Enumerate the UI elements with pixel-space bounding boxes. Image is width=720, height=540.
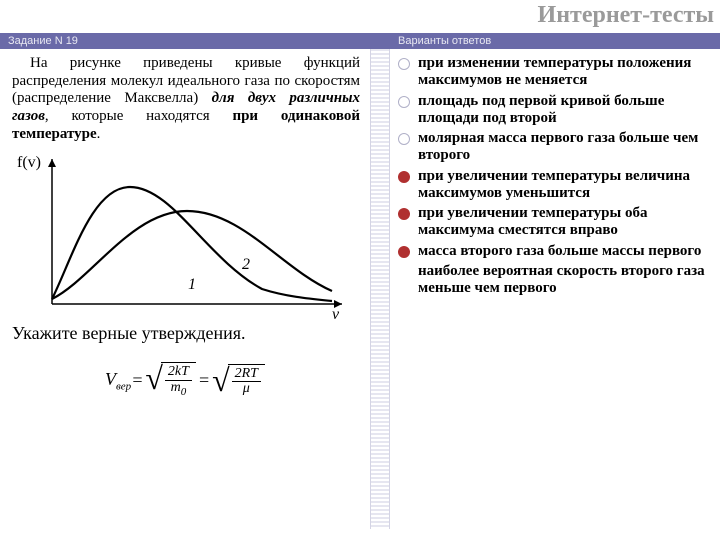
f-den1b: 0 <box>181 386 187 398</box>
f-den1a: m <box>171 380 181 395</box>
page-title: Интернет-тесты <box>0 0 720 33</box>
q-p5: . <box>97 126 101 142</box>
f-lhs-sym: V <box>105 369 116 389</box>
question-column: На рисунке приведены кривые функций расп… <box>0 49 370 529</box>
f-eq1: = <box>131 370 143 391</box>
answer-text: площадь под первой кривой больше площади… <box>418 93 712 128</box>
answer-option[interactable]: при изменении температуры положения макс… <box>398 55 712 90</box>
answers-list: при изменении температуры положения макс… <box>398 55 712 297</box>
header-bars: Задание N 19 Варианты ответов <box>0 33 720 49</box>
formula: Vвер = √ 2kT m0 = √ <box>12 362 360 398</box>
column-divider <box>370 49 390 529</box>
answer-text: молярная масса первого газа больше чем в… <box>418 130 712 165</box>
f-num1: 2kT <box>165 365 192 381</box>
instruction: Укажите верные утверждения. <box>12 323 360 344</box>
answer-marker[interactable] <box>398 246 410 258</box>
y-label: f(v) <box>17 154 41 171</box>
f-num2: 2RT <box>232 367 261 383</box>
answer-text: масса второго газа больше массы первого <box>418 243 712 260</box>
answer-option[interactable]: молярная масса первого газа больше чем в… <box>398 130 712 165</box>
answer-marker[interactable] <box>398 171 410 183</box>
curve1-label: 1 <box>188 276 196 293</box>
answer-option[interactable]: при увеличении температуры оба максимума… <box>398 205 712 240</box>
f-den1: m0 <box>168 381 190 398</box>
answer-marker[interactable] <box>398 96 410 108</box>
question-text: На рисунке приведены кривые функций расп… <box>12 55 360 143</box>
answer-marker[interactable] <box>398 133 410 145</box>
answer-text: при увеличении температуры оба максимума… <box>418 205 712 240</box>
answer-option[interactable]: при увеличении температуры величина макс… <box>398 168 712 203</box>
curve2-label: 2 <box>242 256 250 273</box>
f-eq2: = <box>198 370 210 391</box>
f-den2: μ <box>240 382 253 397</box>
answer-text: при увеличении температуры величина макс… <box>418 168 712 203</box>
header-spacer <box>370 33 390 49</box>
y-arrow <box>48 159 56 167</box>
answers-header: Варианты ответов <box>390 33 720 49</box>
answers-column: при изменении температуры положения макс… <box>390 49 720 529</box>
f-lhs: Vвер <box>105 369 131 393</box>
task-header: Задание N 19 <box>0 33 370 49</box>
answer-option[interactable]: наиболее вероятная скорость второго газа… <box>398 263 712 298</box>
sqrt-1: √ 2kT m0 <box>145 362 196 398</box>
answer-marker[interactable] <box>398 208 410 220</box>
f-lhs-sub: вер <box>116 380 131 392</box>
answer-option[interactable]: масса второго газа больше массы первого <box>398 243 712 260</box>
sqrt-2: √ 2RT μ <box>212 364 265 397</box>
maxwell-chart: f(v) v 1 2 <box>12 149 352 319</box>
answer-marker[interactable] <box>398 58 410 70</box>
q-p3: , которые находятся <box>45 108 233 124</box>
answer-text: при изменении температуры положения макс… <box>418 55 712 90</box>
answer-text: наиболее вероятная скорость второго газа… <box>418 263 712 298</box>
x-label: v <box>332 306 340 319</box>
answer-option[interactable]: площадь под первой кривой больше площади… <box>398 93 712 128</box>
